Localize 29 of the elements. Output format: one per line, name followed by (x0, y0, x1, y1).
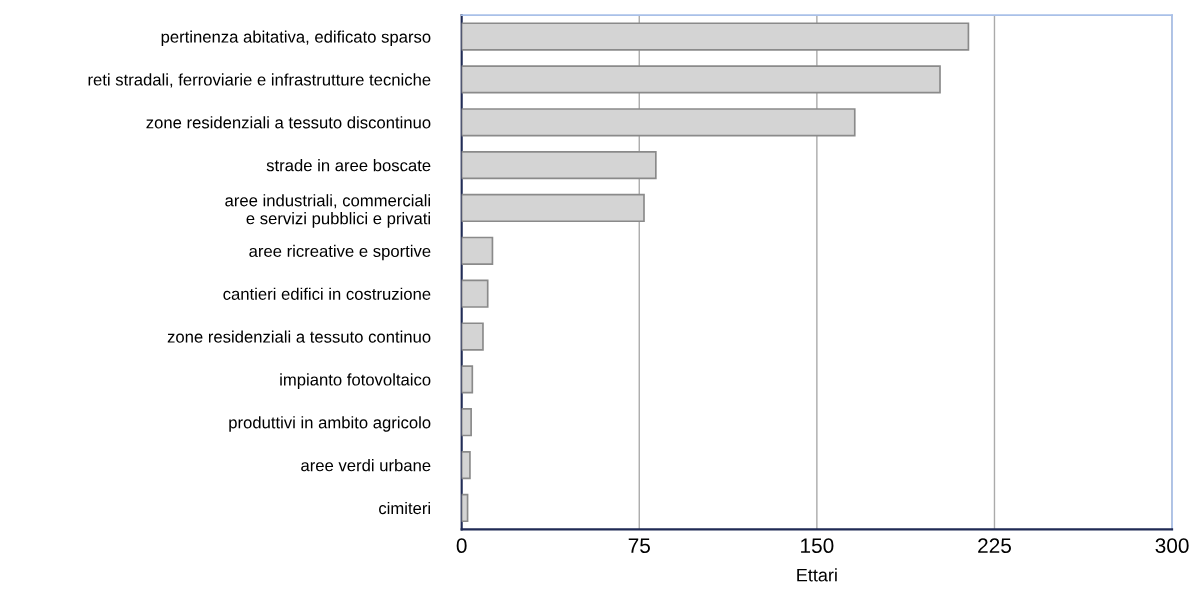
bar (461, 193, 645, 223)
y-tick-label: cimiteri (379, 501, 430, 515)
bar (461, 65, 941, 94)
bar (461, 22, 970, 51)
bar (461, 108, 856, 137)
y-tick-label: produttivi in ambito agricolo (229, 416, 431, 432)
y-tick-label: impianto fotovoltaico (280, 373, 431, 389)
y-tick-label: strade in aree boscate (266, 159, 431, 172)
bar (461, 450, 471, 480)
x-axis-title: Ettari (797, 568, 837, 582)
x-tick-label: 300 (1155, 538, 1189, 554)
bar (461, 322, 484, 351)
bar (461, 365, 474, 394)
x-tick-label: 75 (628, 538, 650, 554)
x-tick-label: 150 (801, 538, 834, 554)
y-tick-label: aree industriali, commerciali e servizi pubblici e privati (225, 194, 430, 228)
y-tick-label: zone residenziali a tessuto continuo (167, 330, 431, 343)
x-tick-label: 225 (978, 538, 1011, 554)
bar (461, 236, 494, 265)
y-tick-label: aree ricreative e sportive (249, 244, 431, 261)
y-tick-label: pertinenza abitativa, edificato sparso (161, 30, 431, 47)
y-tick-label: reti stradali, ferroviarie e infrastrutture tecniche (88, 73, 431, 88)
bar (461, 408, 472, 437)
y-tick-label: zone residenziali a tessuto discontinuo (146, 116, 431, 129)
x-tick-label: 0 (456, 538, 467, 554)
bar (461, 279, 489, 308)
y-tick-label: aree verdi urbane (301, 459, 431, 472)
bar (461, 150, 657, 180)
y-tick-label: cantieri edifici in costruzione (223, 287, 431, 300)
